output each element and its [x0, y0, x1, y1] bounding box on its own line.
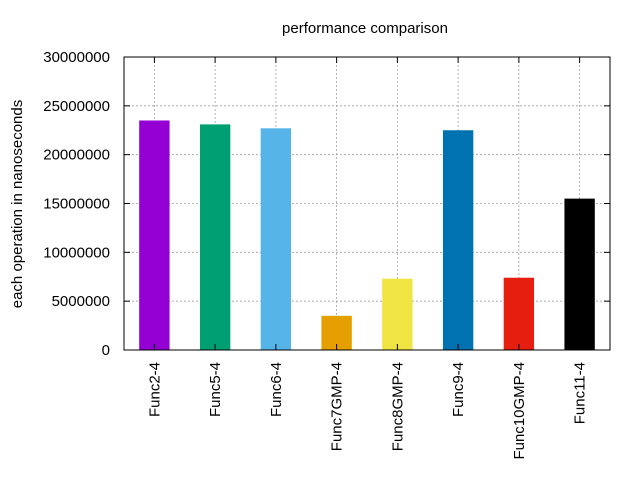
x-tick-label: Func10GMP-4	[511, 362, 528, 460]
grid-lines	[124, 57, 610, 350]
y-tick-label: 10000000	[43, 244, 110, 261]
x-tick-label: Func6-4	[268, 362, 285, 417]
y-tick-label: 15000000	[43, 196, 110, 213]
bar-func8gmp-4	[382, 278, 413, 350]
y-tick-label: 0	[102, 342, 110, 359]
x-tick-label: Func8GMP-4	[389, 362, 406, 451]
bar-func6-4	[260, 128, 292, 350]
y-axis-label: each operation in nanoseconds	[9, 100, 26, 309]
ticks: 0 5000000 10000000 15000000 20000000 25000000…	[43, 49, 610, 460]
bar-func10gmp-4	[503, 277, 535, 350]
y-tick-label: 25000000	[43, 98, 110, 115]
x-tick-label: Func11-4	[572, 362, 589, 424]
bars	[139, 120, 595, 350]
y-tick-label: 5000000	[52, 293, 110, 310]
x-tick-label: Func7GMP-4	[329, 362, 346, 451]
x-tick-label: Func5-4	[207, 362, 224, 417]
x-tick-label: Func9-4	[450, 362, 467, 417]
y-tick-label: 20000000	[43, 147, 110, 164]
x-tick-label: Func2-4	[146, 362, 163, 417]
chart-title: performance comparison	[282, 20, 448, 37]
bar-func5-4	[199, 124, 231, 350]
bar-func2-4	[139, 120, 170, 350]
bar-func11-4	[564, 198, 595, 350]
bar-func9-4	[442, 130, 474, 350]
plot-frame	[123, 56, 611, 351]
y-tick-label: 30000000	[43, 49, 110, 66]
